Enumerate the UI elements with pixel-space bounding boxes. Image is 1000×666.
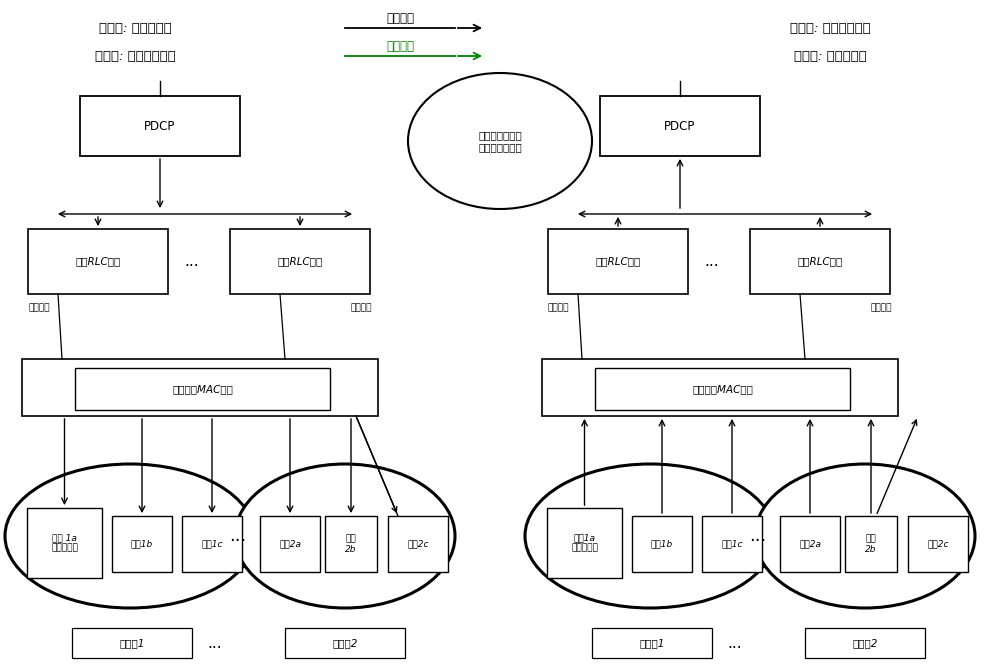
Bar	[547, 508, 622, 578]
Bar	[325, 516, 377, 572]
Bar	[595, 368, 850, 410]
Text: 小区1c: 小区1c	[721, 539, 743, 549]
Bar	[182, 516, 242, 572]
Bar	[22, 359, 378, 416]
Text: ...: ...	[705, 254, 719, 268]
Text: 第一通道: 第一通道	[28, 304, 50, 312]
Bar	[285, 628, 405, 658]
Bar	[845, 516, 897, 572]
Text: ...: ...	[728, 635, 742, 651]
Text: 至少一个MAC实体: 至少一个MAC实体	[172, 384, 233, 394]
Bar	[548, 229, 688, 294]
Bar	[27, 508, 102, 578]
Text: 小区2c: 小区2c	[927, 539, 949, 549]
Text: 小区2a: 小区2a	[279, 539, 301, 549]
Text: 第二RLC实体: 第二RLC实体	[797, 256, 843, 266]
Text: 小区1a
（主小区）: 小区1a （主小区）	[571, 533, 598, 553]
Bar	[592, 628, 712, 658]
Text: 接收端: 接入网侧设备: 接收端: 接入网侧设备	[790, 21, 870, 35]
Text: 小区1b: 小区1b	[651, 539, 673, 549]
Text: ...: ...	[185, 254, 199, 268]
Text: 发送端: 终端侧设备: 发送端: 终端侧设备	[99, 21, 171, 35]
Text: 至少一个MAC实体: 至少一个MAC实体	[692, 384, 753, 394]
Bar	[750, 229, 890, 294]
Bar	[702, 516, 762, 572]
Text: ...: ...	[208, 635, 222, 651]
Ellipse shape	[525, 464, 775, 608]
Text: 第二RLC实体: 第二RLC实体	[277, 256, 323, 266]
Text: 小区2a: 小区2a	[799, 539, 821, 549]
Bar	[632, 516, 692, 572]
Text: 第二通道: 第二通道	[870, 304, 892, 312]
Text: PDCP: PDCP	[664, 119, 696, 133]
Text: 小区1b: 小区1b	[131, 539, 153, 549]
Ellipse shape	[235, 464, 455, 608]
Text: ...: ...	[749, 527, 767, 545]
Text: 第一通道: 第一通道	[548, 304, 570, 312]
Ellipse shape	[5, 464, 255, 608]
Text: 小区组1: 小区组1	[639, 638, 665, 648]
Text: 小区组2: 小区组2	[852, 638, 878, 648]
Text: 第一RLC实体: 第一RLC实体	[595, 256, 641, 266]
Bar	[600, 96, 760, 156]
Text: 小区 1a
（主小区）: 小区 1a （主小区）	[51, 533, 78, 553]
Bar	[75, 368, 330, 410]
Bar	[542, 359, 898, 416]
Text: ...: ...	[229, 527, 247, 545]
Text: 接收端: 终端侧设备: 接收端: 终端侧设备	[794, 49, 866, 63]
Text: 第一RLC实体: 第一RLC实体	[75, 256, 121, 266]
Bar	[230, 229, 370, 294]
Ellipse shape	[408, 73, 592, 209]
Bar	[388, 516, 448, 572]
Text: 下行传输: 下行传输	[386, 39, 414, 53]
Text: 上行传输: 上行传输	[386, 11, 414, 25]
Text: 发送端: 接入网侧设备: 发送端: 接入网侧设备	[95, 49, 175, 63]
Text: 小区组2: 小区组2	[332, 638, 358, 648]
Text: 第二通道: 第二通道	[351, 304, 372, 312]
Bar	[28, 229, 168, 294]
Bar	[805, 628, 925, 658]
Text: 小区组1: 小区组1	[119, 638, 145, 648]
Bar	[80, 96, 240, 156]
Text: 小区2c: 小区2c	[407, 539, 429, 549]
Text: 特定于某个无线
承载的重复模式: 特定于某个无线 承载的重复模式	[478, 130, 522, 152]
Bar	[72, 628, 192, 658]
Text: 小区
2b: 小区 2b	[345, 534, 357, 553]
Text: 小区
2b: 小区 2b	[865, 534, 877, 553]
Text: 小区1c: 小区1c	[201, 539, 223, 549]
Ellipse shape	[755, 464, 975, 608]
Bar	[112, 516, 172, 572]
Bar	[780, 516, 840, 572]
Text: PDCP: PDCP	[144, 119, 176, 133]
Bar	[908, 516, 968, 572]
Bar	[260, 516, 320, 572]
